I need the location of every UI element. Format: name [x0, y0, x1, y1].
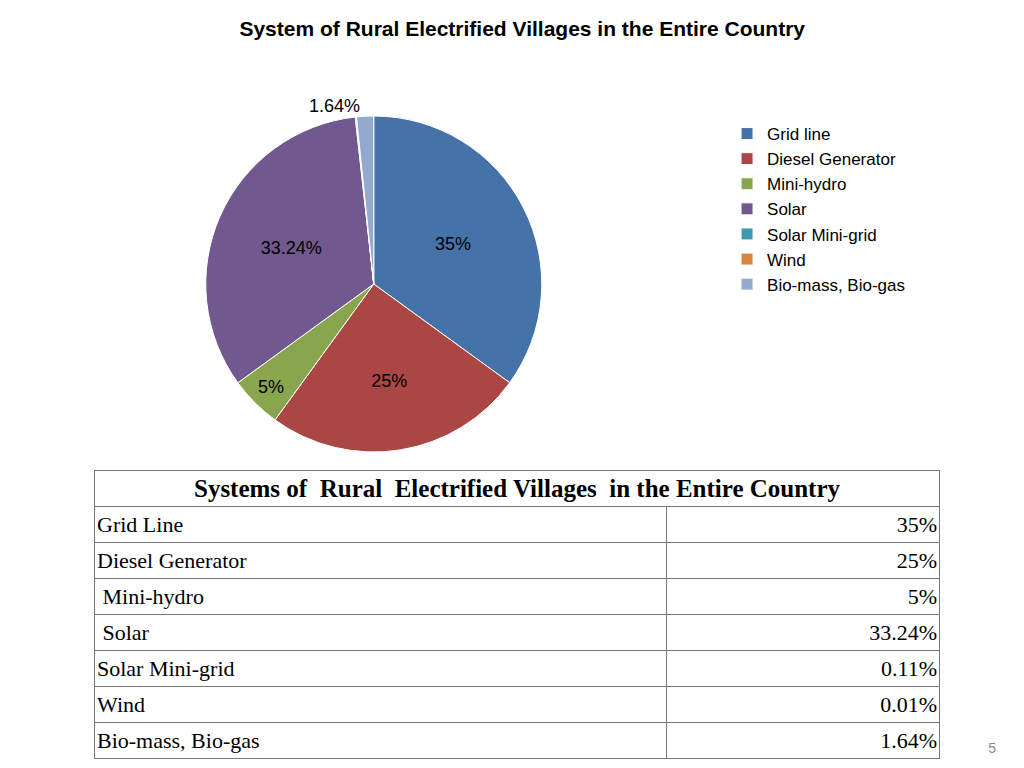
html-text:Solar: Solar	[97, 619, 149, 645]
svg-text:Mini-hydro: Mini-hydro	[767, 175, 846, 194]
svg-text:Bio-mass, Bio-gas: Bio-mass, Bio-gas	[767, 276, 905, 295]
svg-text:1.64%: 1.64%	[309, 96, 360, 116]
svg-text:Solar: Solar	[767, 200, 807, 219]
html-text:0.11%: 0.11%	[881, 655, 937, 681]
html-text:1.64%: 1.64%	[880, 727, 937, 753]
html-text:Wind: Wind	[97, 691, 145, 717]
html-text:Mini-hydro: Mini-hydro	[97, 583, 204, 609]
svg-text:5%: 5%	[258, 377, 284, 397]
html-text:Grid Line: Grid Line	[97, 511, 184, 537]
html-text:Bio-mass, Bio-gas: Bio-mass, Bio-gas	[97, 727, 260, 753]
html-text:Systems of Rural Electrified V: Systems of Rural Electrified Villages in…	[194, 474, 840, 502]
svg-text:25%: 25%	[371, 371, 407, 391]
html-text:33.24%: 33.24%	[869, 619, 937, 645]
html-text:Solar Mini-grid: Solar Mini-grid	[97, 655, 235, 681]
svg-text:System of Rural Electrified Vi: System of Rural Electrified Villages in …	[239, 17, 805, 40]
html-text:5%: 5%	[907, 583, 937, 609]
svg-text:Diesel Generator: Diesel Generator	[767, 150, 896, 169]
svg-text:Solar Mini-grid: Solar Mini-grid	[767, 226, 877, 245]
html-text:Diesel Generator: Diesel Generator	[97, 547, 247, 573]
html-text:0.01%: 0.01%	[880, 691, 937, 717]
svg-text:Grid line: Grid line	[767, 125, 830, 144]
html-text:5: 5	[988, 740, 996, 756]
html-text:35%: 35%	[896, 511, 937, 537]
svg-text:33.24%: 33.24%	[261, 238, 322, 258]
svg-text:35%: 35%	[435, 234, 471, 254]
svg-text:Wind: Wind	[767, 251, 806, 270]
html-text:25%: 25%	[896, 547, 937, 573]
